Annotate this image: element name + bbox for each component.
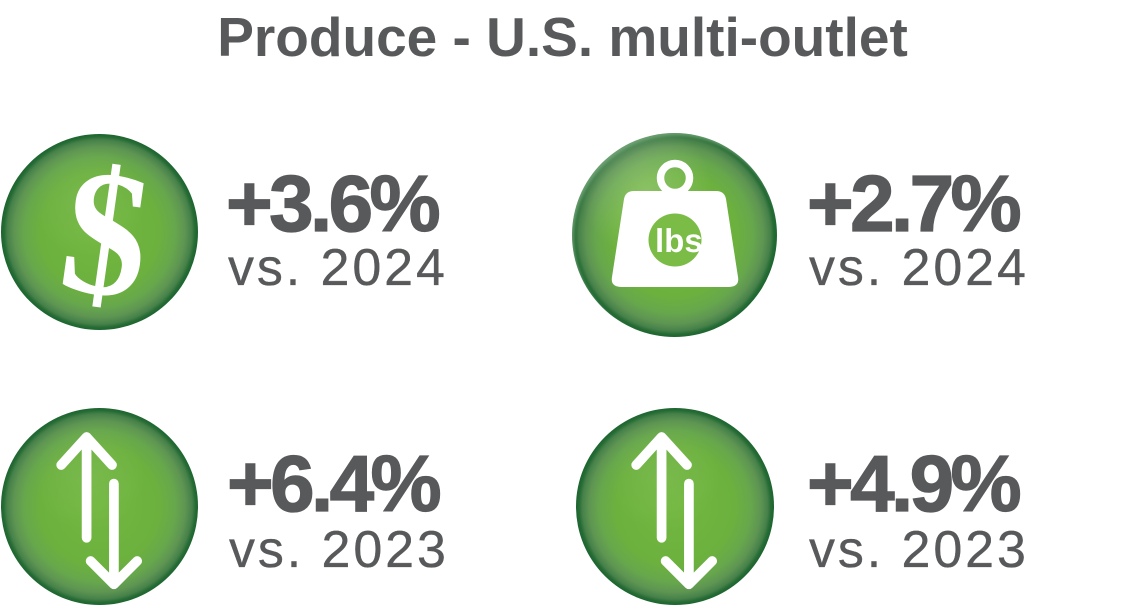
svg-text:$: $ xyxy=(51,128,163,338)
